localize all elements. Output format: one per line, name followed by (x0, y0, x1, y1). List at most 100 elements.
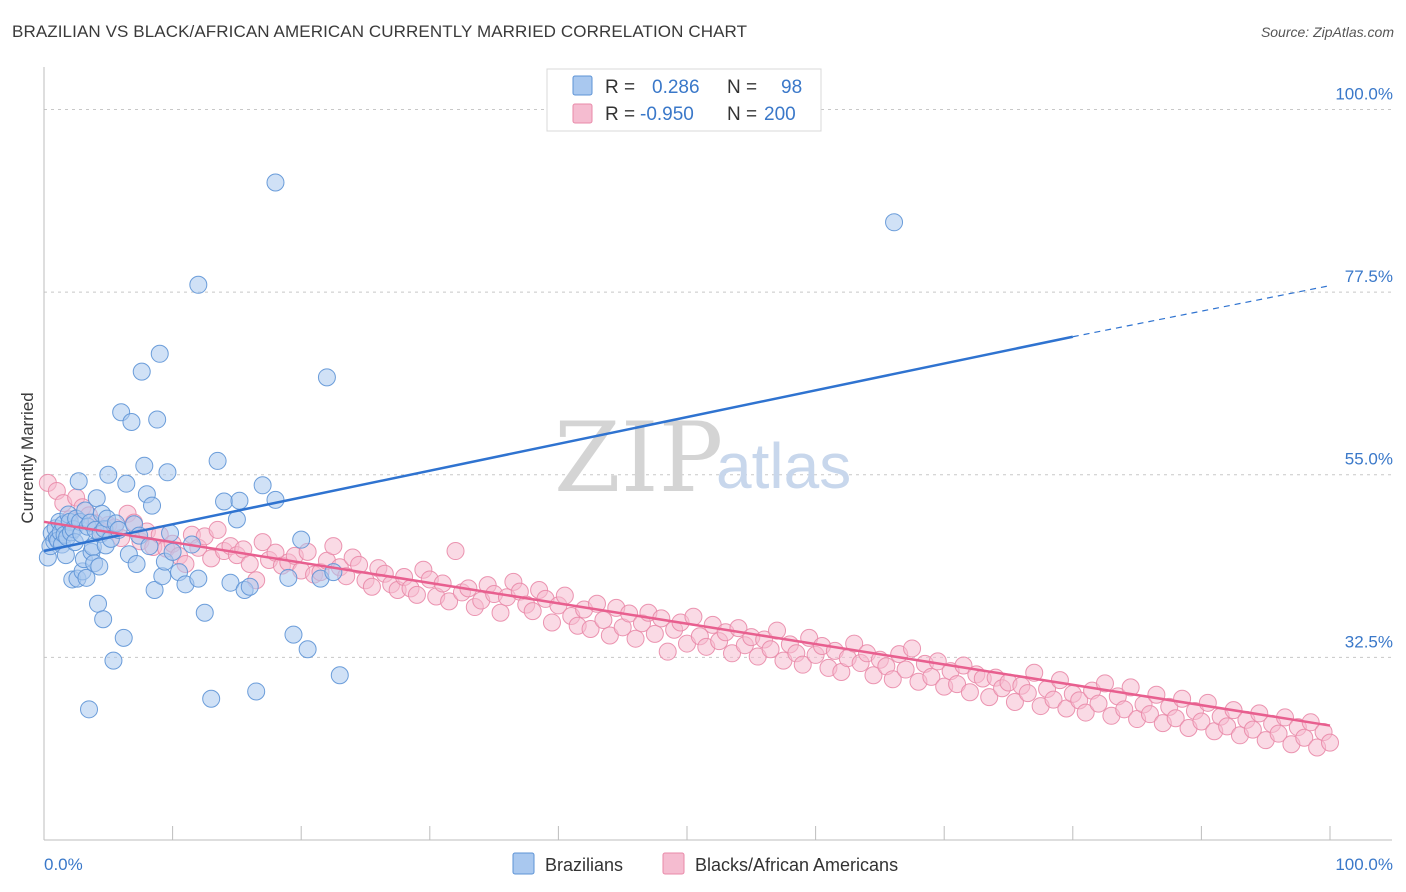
data-point (284, 625, 303, 644)
data-point (114, 628, 133, 647)
legend-label-blacks: Blacks/African Americans (695, 855, 898, 875)
data-point (208, 520, 227, 539)
stats-r-value-1: 0.286 (652, 77, 700, 98)
data-point (1295, 728, 1314, 747)
data-point (658, 642, 677, 661)
data-point (793, 655, 812, 674)
data-point (266, 490, 285, 509)
data-point (885, 213, 904, 232)
watermark-zip: ZIP (554, 402, 723, 514)
data-point (1044, 690, 1063, 709)
data-point (77, 568, 96, 587)
data-point (230, 491, 249, 510)
data-point (163, 542, 182, 561)
data-point (135, 456, 154, 475)
stats-swatch-brazilians (572, 75, 593, 96)
data-point (189, 569, 208, 588)
data-point (948, 675, 967, 694)
data-point (350, 555, 369, 574)
legend-swatch-blacks (662, 852, 685, 875)
data-point (491, 603, 510, 622)
watermark-atlas: atlas (716, 430, 851, 502)
source-credit: Source: ZipAtlas.com (1260, 24, 1394, 40)
stats-r-label-1: R = (605, 77, 635, 98)
data-point (266, 173, 285, 192)
watermark: ZIP atlas (554, 402, 851, 514)
data-point (883, 670, 902, 689)
y-tick-label: 55.0% (1345, 450, 1393, 469)
data-point (1005, 693, 1024, 712)
data-point (143, 496, 162, 515)
stats-swatch-blacks (572, 103, 593, 124)
data-point (555, 586, 574, 605)
data-point (1173, 689, 1192, 708)
data-point (117, 474, 136, 493)
stats-box: R = 0.286 N = 98 R = -0.950 N = 200 (546, 68, 822, 132)
data-point (87, 489, 106, 508)
x-tick-max: 100.0% (1335, 855, 1393, 874)
data-point (153, 567, 172, 586)
chart-title: BRAZILIAN VS BLACK/AFRICAN AMERICAN CURR… (12, 22, 748, 41)
data-point (227, 510, 246, 529)
y-tick-label: 77.5% (1345, 267, 1393, 286)
data-point (1243, 720, 1262, 739)
data-point (523, 602, 542, 621)
legend-swatch-brazilians (512, 852, 535, 875)
data-point (132, 362, 151, 381)
data-point (761, 640, 780, 659)
data-point (253, 533, 272, 552)
stats-n-value-1: 98 (781, 77, 802, 98)
data-point (542, 613, 561, 632)
grid-lines (44, 108, 1392, 658)
data-point (215, 492, 234, 511)
data-point (127, 555, 146, 574)
y-tick-label: 100.0% (1335, 84, 1393, 103)
data-point (89, 594, 108, 613)
data-point (221, 573, 240, 592)
data-point (330, 666, 349, 685)
data-point (104, 651, 123, 670)
data-point (626, 629, 645, 648)
data-point (440, 592, 459, 611)
stats-box-frame (546, 68, 822, 132)
axes (43, 67, 1392, 841)
data-point (80, 700, 99, 719)
data-point (903, 639, 922, 658)
data-point (446, 542, 465, 561)
data-point (600, 626, 619, 645)
data-point (90, 557, 109, 576)
data-point (922, 667, 941, 686)
data-point (581, 619, 600, 638)
data-point (240, 577, 259, 596)
data-point (94, 610, 113, 629)
trend-line-brazilians (43, 335, 1074, 553)
data-point (298, 640, 317, 659)
data-point (645, 624, 664, 643)
trend-lines (43, 285, 1331, 727)
data-point (1218, 717, 1237, 736)
data-point (69, 472, 88, 491)
data-point (980, 688, 999, 707)
data-point (317, 368, 336, 387)
trend-line-brazilians-extension (1072, 285, 1331, 338)
data-point (150, 344, 169, 363)
data-point (195, 603, 214, 622)
data-point (253, 476, 272, 495)
data-point (1050, 671, 1069, 690)
data-point (292, 530, 311, 549)
data-point (864, 666, 883, 685)
data-point (960, 683, 979, 702)
data-point (324, 537, 343, 556)
data-point (407, 585, 426, 604)
data-point (189, 275, 208, 294)
data-point (208, 451, 227, 470)
trend-line-blacks (43, 520, 1331, 727)
data-point (1198, 693, 1217, 712)
stats-r-label-2: R = (605, 104, 635, 125)
data-point (1269, 724, 1288, 743)
data-point (1089, 694, 1108, 713)
data-point (896, 660, 915, 679)
stats-n-label-2: N = (727, 104, 757, 125)
x-tick-min: 0.0% (44, 855, 83, 874)
